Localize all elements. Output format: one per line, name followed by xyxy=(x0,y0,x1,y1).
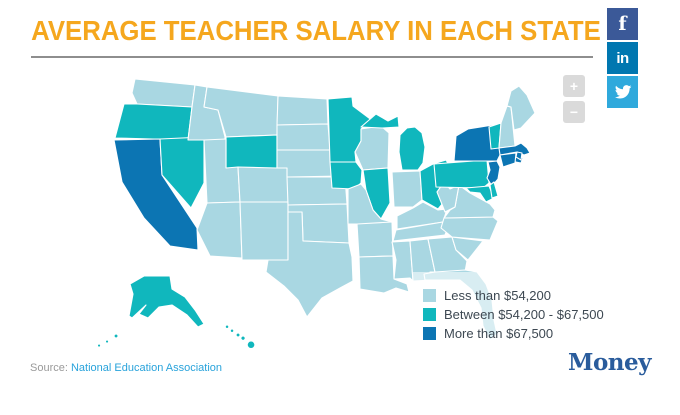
state-ct[interactable] xyxy=(499,152,517,168)
twitter-share-button[interactable] xyxy=(607,76,638,108)
state-de[interactable] xyxy=(489,181,499,199)
legend-item-low: Less than $54,200 xyxy=(423,286,604,305)
state-md[interactable] xyxy=(465,185,495,203)
state-ri[interactable] xyxy=(515,151,523,161)
state-tx[interactable] xyxy=(265,211,354,318)
legend-swatch-mid xyxy=(423,308,436,321)
legend-swatch-low xyxy=(423,289,436,302)
state-ar[interactable] xyxy=(356,221,394,258)
state-mo[interactable] xyxy=(347,183,393,225)
page-title: AVERAGE TEACHER SALARY IN EACH STATE xyxy=(31,15,601,46)
facebook-share-button[interactable]: f xyxy=(607,8,638,40)
legend-label-mid: Between $54,200 - $67,500 xyxy=(444,307,604,322)
state-nd[interactable] xyxy=(276,95,329,126)
state-or[interactable] xyxy=(114,103,193,141)
legend-label-high: More than $67,500 xyxy=(444,326,554,341)
legend-item-mid: Between $54,200 - $67,500 xyxy=(423,305,604,324)
social-share-bar: f in xyxy=(607,8,638,110)
state-wa[interactable] xyxy=(131,78,196,108)
legend-swatch-high xyxy=(423,327,436,340)
zoom-in-button[interactable]: + xyxy=(563,75,585,97)
source-link[interactable]: National Education Association xyxy=(70,362,223,374)
map-zoom-controls: + − xyxy=(563,75,585,127)
money-logo: Money xyxy=(568,349,652,376)
legend-label-low: Less than $54,200 xyxy=(444,288,551,303)
zoom-out-button[interactable]: − xyxy=(563,101,585,123)
title-divider xyxy=(31,56,593,58)
legend-item-high: More than $67,500 xyxy=(423,324,604,343)
state-co[interactable] xyxy=(237,166,289,203)
linkedin-icon: in xyxy=(616,49,629,67)
state-nj[interactable] xyxy=(486,160,501,187)
state-az[interactable] xyxy=(196,201,243,259)
state-hi[interactable] xyxy=(224,324,256,350)
twitter-bird-icon xyxy=(614,85,632,99)
state-me[interactable] xyxy=(506,85,536,131)
state-pa[interactable] xyxy=(433,159,490,189)
state-ms[interactable] xyxy=(391,240,414,282)
source-line: Source: National Education Association xyxy=(30,362,222,374)
state-mi[interactable] xyxy=(360,113,426,171)
state-ia[interactable] xyxy=(329,161,363,190)
linkedin-share-button[interactable]: in xyxy=(607,42,638,74)
state-in[interactable] xyxy=(391,170,423,208)
facebook-icon: f xyxy=(618,13,627,35)
state-ky[interactable] xyxy=(396,201,448,230)
state-nc[interactable] xyxy=(440,216,499,241)
legend-panel xyxy=(413,272,576,350)
state-ak[interactable] xyxy=(96,275,205,348)
state-sc[interactable] xyxy=(451,236,484,261)
source-label: Source: xyxy=(30,362,68,374)
state-nm[interactable] xyxy=(239,201,289,261)
state-la[interactable] xyxy=(358,255,410,294)
state-wy[interactable] xyxy=(225,134,278,169)
state-sd[interactable] xyxy=(276,123,331,151)
legend: Less than $54,200 Between $54,200 - $67,… xyxy=(423,286,604,343)
